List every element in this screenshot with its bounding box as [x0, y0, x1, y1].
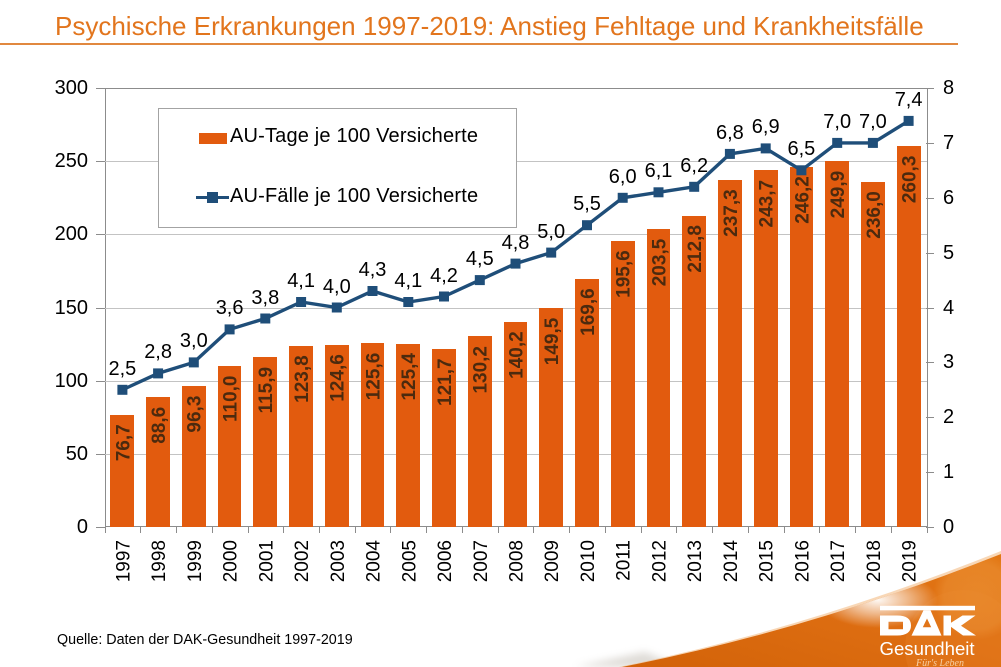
svg-text:130,2: 130,2: [471, 346, 492, 394]
svg-text:Für's Leben: Für's Leben: [915, 658, 964, 667]
svg-text:96,3: 96,3: [185, 396, 206, 433]
svg-text:169,6: 169,6: [578, 288, 599, 336]
svg-text:125,6: 125,6: [363, 353, 384, 401]
svg-text:123,8: 123,8: [292, 355, 313, 403]
svg-text:1998: 1998: [149, 540, 170, 582]
svg-text:88,6: 88,6: [149, 407, 170, 444]
svg-text:2002: 2002: [292, 540, 313, 582]
svg-text:2011: 2011: [614, 540, 635, 581]
svg-text:2007: 2007: [471, 540, 492, 582]
svg-text:237,3: 237,3: [721, 189, 742, 237]
svg-text:2015: 2015: [757, 540, 778, 582]
svg-text:2004: 2004: [364, 540, 385, 583]
svg-text:2006: 2006: [435, 540, 456, 582]
svg-text:2012: 2012: [650, 540, 671, 582]
svg-text:260,3: 260,3: [900, 156, 921, 204]
svg-text:2019: 2019: [900, 540, 921, 582]
svg-text:2013: 2013: [685, 540, 706, 582]
svg-text:110,0: 110,0: [221, 376, 242, 423]
svg-text:76,7: 76,7: [113, 424, 134, 461]
svg-text:2014: 2014: [721, 540, 742, 583]
svg-text:2000: 2000: [221, 540, 242, 582]
svg-text:1999: 1999: [185, 540, 206, 582]
svg-text:2008: 2008: [507, 540, 528, 582]
svg-text:125,4: 125,4: [399, 353, 420, 401]
svg-text:236,0: 236,0: [864, 191, 885, 239]
svg-text:124,6: 124,6: [328, 354, 349, 402]
svg-text:2016: 2016: [792, 540, 813, 582]
svg-text:2003: 2003: [328, 540, 349, 582]
svg-text:2010: 2010: [578, 540, 599, 582]
svg-text:212,8: 212,8: [685, 225, 706, 273]
svg-text:121,7: 121,7: [435, 358, 456, 406]
svg-text:1997: 1997: [113, 540, 134, 582]
svg-text:195,6: 195,6: [614, 250, 635, 298]
svg-text:249,9: 249,9: [828, 171, 849, 219]
svg-text:140,2: 140,2: [506, 331, 527, 379]
svg-text:149,5: 149,5: [542, 317, 563, 365]
svg-text:Gesundheit: Gesundheit: [880, 638, 976, 659]
svg-text:203,5: 203,5: [649, 238, 670, 286]
svg-text:2005: 2005: [399, 540, 420, 582]
svg-text:115,9: 115,9: [256, 367, 277, 414]
svg-text:243,7: 243,7: [757, 180, 778, 228]
svg-text:2017: 2017: [828, 540, 849, 582]
svg-text:246,2: 246,2: [792, 176, 813, 224]
svg-text:2001: 2001: [256, 540, 277, 582]
svg-text:2009: 2009: [542, 540, 563, 582]
svg-text:2018: 2018: [864, 540, 885, 582]
